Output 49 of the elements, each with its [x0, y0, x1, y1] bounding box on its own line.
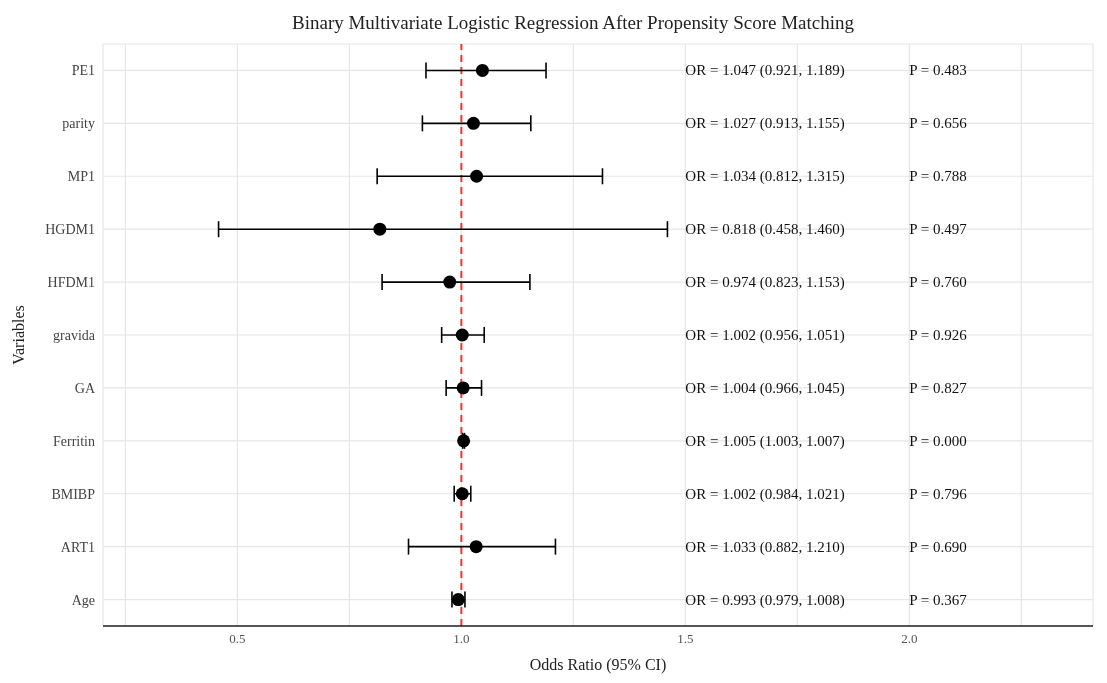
point	[469, 540, 483, 554]
annotation: P = 0.788	[909, 168, 967, 185]
y-tick-label: PE1	[71, 63, 95, 79]
annotation: P = 0.760	[909, 274, 967, 291]
annotation: P = 0.367	[909, 591, 968, 608]
annotation: P = 0.000	[909, 432, 967, 449]
annotation: OR = 0.993 (0.979, 1.008)	[685, 591, 845, 609]
annotation: OR = 1.034 (0.812, 1.315)	[685, 168, 845, 186]
x-tick-label: 2.0	[901, 631, 918, 647]
y-tick-label: BMIBP	[51, 486, 96, 502]
annotation: OR = 1.005 (1.003, 1.007)	[685, 432, 845, 450]
annotation: OR = 1.002 (0.984, 1.021)	[685, 485, 845, 503]
point	[373, 222, 387, 236]
y-tick-label: gravida	[53, 327, 96, 343]
y-tick-label: HFDM1	[47, 275, 95, 291]
y-axis-title: Variables	[9, 305, 27, 365]
annotation: P = 0.497	[909, 221, 968, 238]
x-tick-label: 1.0	[453, 631, 470, 647]
annotation: P = 0.690	[909, 538, 967, 555]
point	[455, 328, 469, 342]
point	[456, 381, 470, 395]
y-tick-label: MP1	[67, 169, 95, 185]
point	[475, 63, 489, 77]
y-tick-label: parity	[62, 116, 95, 132]
y-tick-label: GA	[74, 380, 96, 396]
y-tick-label: HGDM1	[45, 222, 95, 238]
annotation: P = 0.926	[909, 327, 968, 343]
point	[443, 275, 457, 289]
y-tick-label: Age	[71, 592, 95, 608]
y-tick-label: ART1	[60, 539, 95, 555]
annotation: OR = 1.033 (0.882, 1.210)	[685, 538, 845, 556]
annotation: P = 0.796	[909, 485, 968, 502]
x-tick-label: 0.5	[229, 631, 246, 647]
point	[466, 116, 480, 130]
x-axis-title: Odds Ratio (95% CI)	[529, 656, 667, 674]
annotation: P = 0.827	[909, 379, 968, 396]
annotation: OR = 1.047 (0.921, 1.189)	[685, 62, 845, 80]
annotation: OR = 0.818 (0.458, 1.460)	[685, 221, 845, 239]
chart-title: Binary Multivariate Logistic Regression After Propensity Score Matching	[291, 11, 855, 35]
annotation: P = 0.656	[909, 115, 968, 132]
annotation: OR = 1.002 (0.956, 1.051)	[685, 327, 845, 344]
annotation: OR = 1.027 (0.913, 1.155)	[685, 115, 845, 133]
annotation: P = 0.483	[909, 62, 967, 79]
annotation: OR = 1.004 (0.966, 1.045)	[685, 379, 845, 397]
x-tick-label: 1.5	[677, 631, 694, 647]
point	[470, 169, 484, 183]
y-tick-label: Ferritin	[53, 433, 95, 449]
annotation: OR = 0.974 (0.823, 1.153)	[685, 274, 845, 292]
point	[457, 434, 471, 448]
